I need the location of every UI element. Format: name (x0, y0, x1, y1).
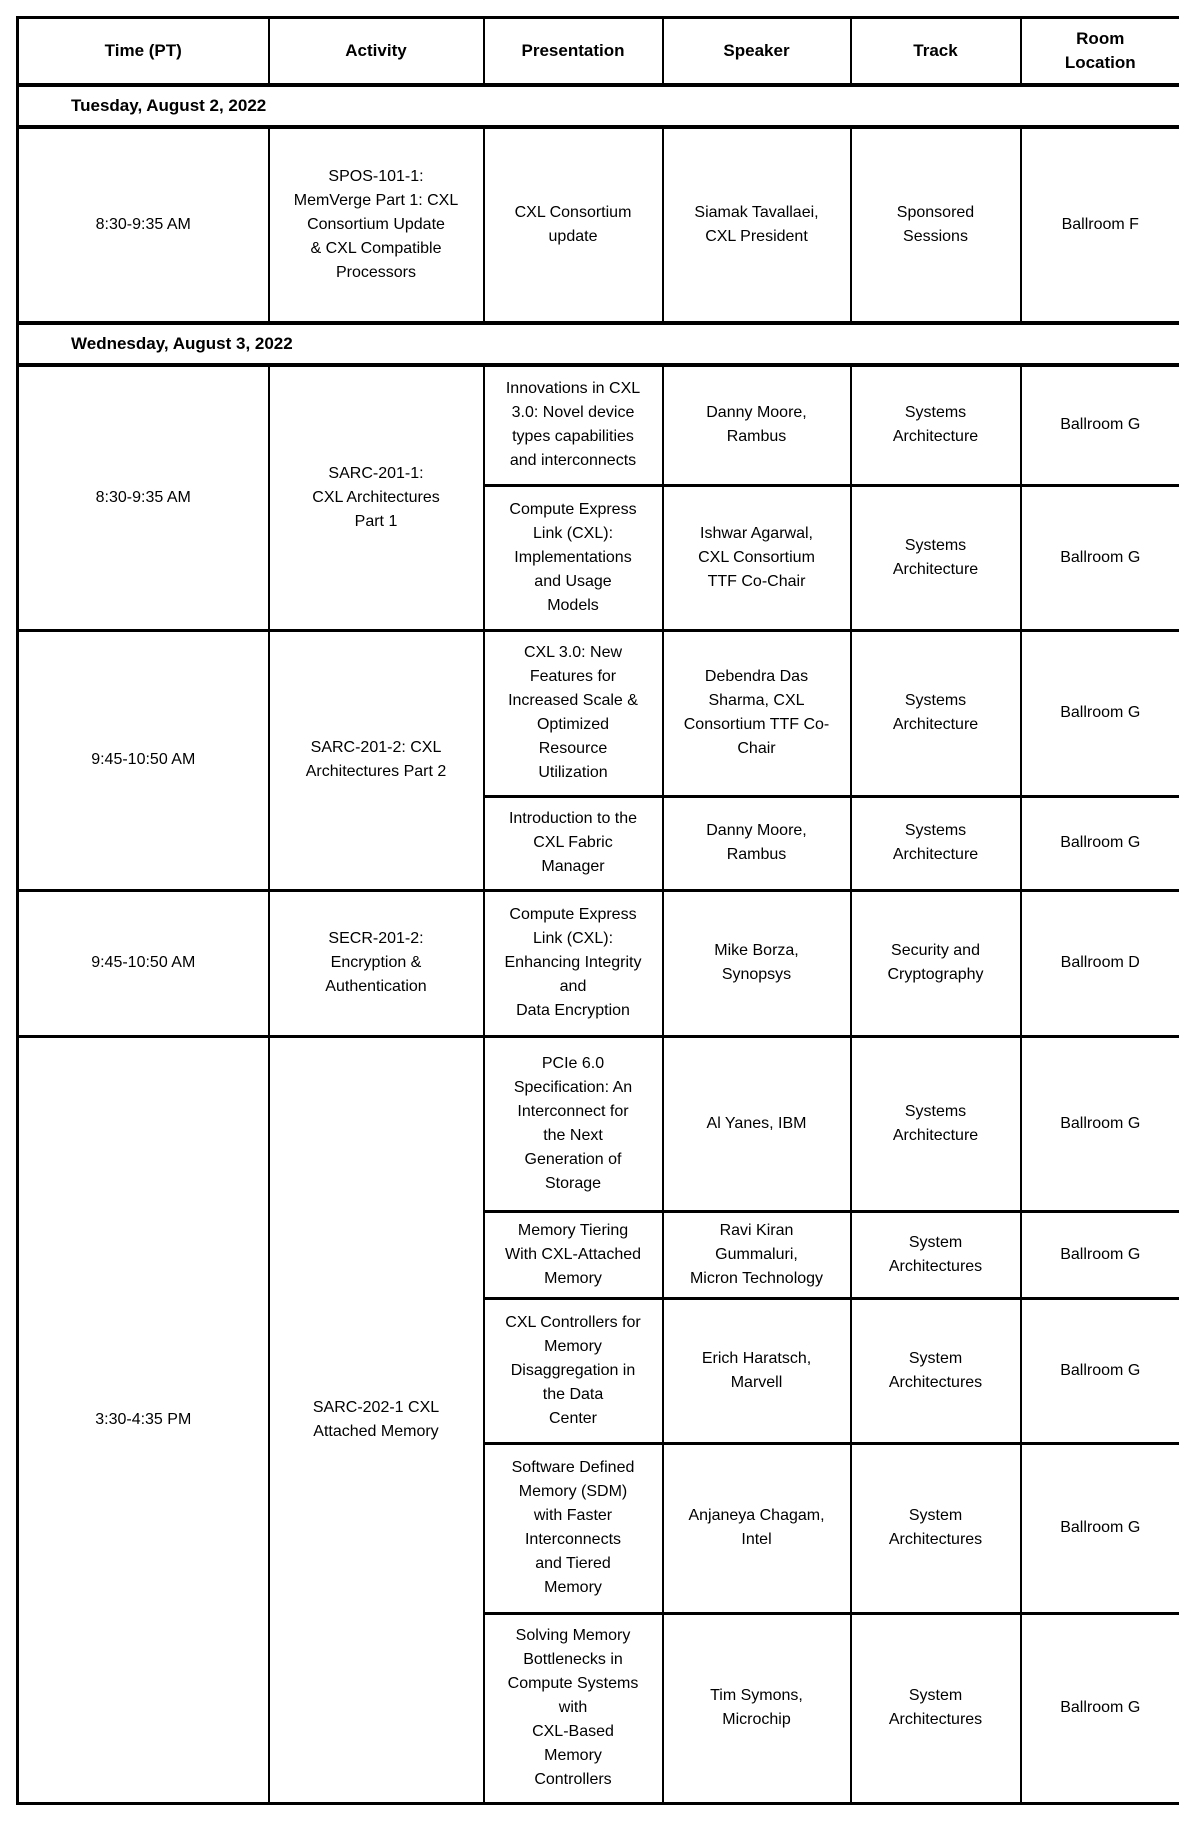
column-header-activity: Activity (269, 18, 484, 86)
presentation-cell: Introduction to the CXL Fabric Manager (484, 796, 663, 890)
track-cell: System Architectures (851, 1211, 1021, 1298)
track-cell: Systems Architecture (851, 485, 1021, 630)
room-cell: Ballroom G (1021, 1211, 1179, 1298)
activity-cell: SARC-202-1 CXL Attached Memory (269, 1036, 484, 1803)
track-cell: System Architectures (851, 1298, 1021, 1443)
room-cell: Ballroom F (1021, 127, 1179, 323)
track-cell: Systems Architecture (851, 630, 1021, 796)
speaker-cell: Erich Haratsch, Marvell (663, 1298, 851, 1443)
speaker-cell: Anjaneya Chagam, Intel (663, 1443, 851, 1613)
track-cell: Systems Architecture (851, 796, 1021, 890)
presentation-cell: CXL 3.0: New Features for Increased Scal… (484, 630, 663, 796)
speaker-cell: Tim Symons, Microchip (663, 1613, 851, 1803)
time-cell: 9:45-10:50 AM (18, 630, 269, 890)
track-cell: Security and Cryptography (851, 890, 1021, 1036)
speaker-cell: Ravi Kiran Gummaluri, Micron Technology (663, 1211, 851, 1298)
speaker-cell: Mike Borza, Synopsys (663, 890, 851, 1036)
speaker-cell: Al Yanes, IBM (663, 1036, 851, 1211)
room-cell: Ballroom G (1021, 365, 1179, 485)
speaker-cell: Ishwar Agarwal, CXL Consortium TTF Co-Ch… (663, 485, 851, 630)
date-banner-label: Tuesday, August 2, 2022 (18, 85, 1179, 127)
column-header-presentation: Presentation (484, 18, 663, 86)
presentation-cell: Solving Memory Bottlenecks in Compute Sy… (484, 1613, 663, 1803)
room-cell: Ballroom G (1021, 1443, 1179, 1613)
date-banner-row: Wednesday, August 3, 2022 (18, 323, 1179, 365)
activity-cell: SARC-201-2: CXL Architectures Part 2 (269, 630, 484, 890)
track-cell: System Architectures (851, 1613, 1021, 1803)
room-cell: Ballroom G (1021, 796, 1179, 890)
time-cell: 8:30-9:35 AM (18, 365, 269, 630)
track-cell: Systems Architecture (851, 1036, 1021, 1211)
time-cell: 9:45-10:50 AM (18, 890, 269, 1036)
room-cell: Ballroom G (1021, 1036, 1179, 1211)
room-cell: Ballroom G (1021, 485, 1179, 630)
track-cell: System Architectures (851, 1443, 1021, 1613)
activity-cell: SARC-201-1: CXL Architectures Part 1 (269, 365, 484, 630)
presentation-cell: PCIe 6.0 Specification: An Interconnect … (484, 1036, 663, 1211)
presentation-cell: Innovations in CXL 3.0: Novel device typ… (484, 365, 663, 485)
presentation-cell: Software Defined Memory (SDM) with Faste… (484, 1443, 663, 1613)
column-header-speaker: Speaker (663, 18, 851, 86)
room-cell: Ballroom G (1021, 1298, 1179, 1443)
column-header-track: Track (851, 18, 1021, 86)
presentation-cell: Memory Tiering With CXL-Attached Memory (484, 1211, 663, 1298)
room-cell: Ballroom G (1021, 630, 1179, 796)
speaker-cell: Siamak Tavallaei, CXL President (663, 127, 851, 323)
presentation-cell: CXL Controllers for Memory Disaggregatio… (484, 1298, 663, 1443)
header-row: Time (PT) Activity Presentation Speaker … (18, 18, 1179, 86)
column-header-time: Time (PT) (18, 18, 269, 86)
room-cell: Ballroom G (1021, 1613, 1179, 1803)
activity-cell: SECR-201-2: Encryption & Authentication (269, 890, 484, 1036)
track-cell: Sponsored Sessions (851, 127, 1021, 323)
track-cell: Systems Architecture (851, 365, 1021, 485)
speaker-cell: Debendra Das Sharma, CXL Consortium TTF … (663, 630, 851, 796)
speaker-cell: Danny Moore, Rambus (663, 365, 851, 485)
time-cell: 3:30-4:35 PM (18, 1036, 269, 1803)
date-banner-row: Tuesday, August 2, 2022 (18, 85, 1179, 127)
time-cell: 8:30-9:35 AM (18, 127, 269, 323)
activity-cell: SPOS-101-1: MemVerge Part 1: CXL Consort… (269, 127, 484, 323)
column-header-room-location: Room Location (1021, 18, 1179, 86)
conference-schedule-table: Time (PT) Activity Presentation Speaker … (16, 16, 1179, 1805)
presentation-cell: Compute Express Link (CXL): Implementati… (484, 485, 663, 630)
date-banner-label: Wednesday, August 3, 2022 (18, 323, 1179, 365)
presentation-cell: CXL Consortium update (484, 127, 663, 323)
speaker-cell: Danny Moore, Rambus (663, 796, 851, 890)
presentation-cell: Compute Express Link (CXL): Enhancing In… (484, 890, 663, 1036)
room-cell: Ballroom D (1021, 890, 1179, 1036)
